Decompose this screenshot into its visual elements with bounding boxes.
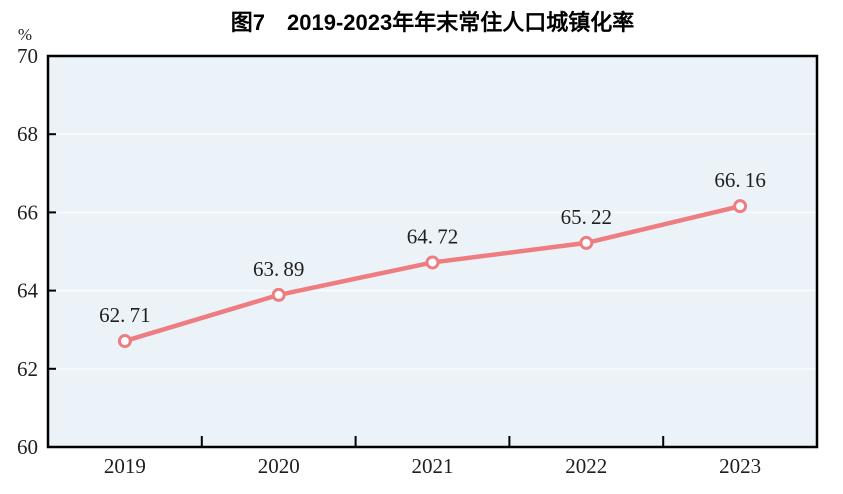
y-axis-tick-label: 68 xyxy=(17,122,38,146)
data-point-label: 65. 22 xyxy=(561,205,612,229)
data-point-marker xyxy=(425,255,440,270)
y-axis-tick-label: 70 xyxy=(17,44,38,68)
data-point-marker xyxy=(733,199,748,214)
y-axis-tick-label: 60 xyxy=(17,435,38,459)
y-axis-tick-label: 64 xyxy=(17,279,39,303)
x-axis-tick-label: 2023 xyxy=(719,454,761,478)
data-point-marker xyxy=(579,235,594,250)
data-point-marker xyxy=(271,287,286,302)
data-point-marker xyxy=(117,334,132,349)
chart-title: 图7 2019-2023年年末常住人口城镇化率 xyxy=(230,10,635,35)
x-axis-tick-label: 2021 xyxy=(412,454,454,478)
plot-area xyxy=(48,56,817,447)
data-point-label: 63. 89 xyxy=(253,257,304,281)
data-point-label: 64. 72 xyxy=(407,224,458,248)
data-point-label: 62. 71 xyxy=(99,303,150,327)
y-axis-tick-label: 66 xyxy=(17,200,38,224)
x-axis-tick-label: 2019 xyxy=(104,454,146,478)
x-axis-tick-label: 2020 xyxy=(258,454,300,478)
y-axis-unit-label: % xyxy=(17,25,33,44)
x-axis-tick-label: 2022 xyxy=(565,454,607,478)
y-axis-tick-label: 62 xyxy=(17,357,38,381)
data-point-label: 66. 16 xyxy=(714,168,765,192)
plot-border xyxy=(46,54,819,449)
